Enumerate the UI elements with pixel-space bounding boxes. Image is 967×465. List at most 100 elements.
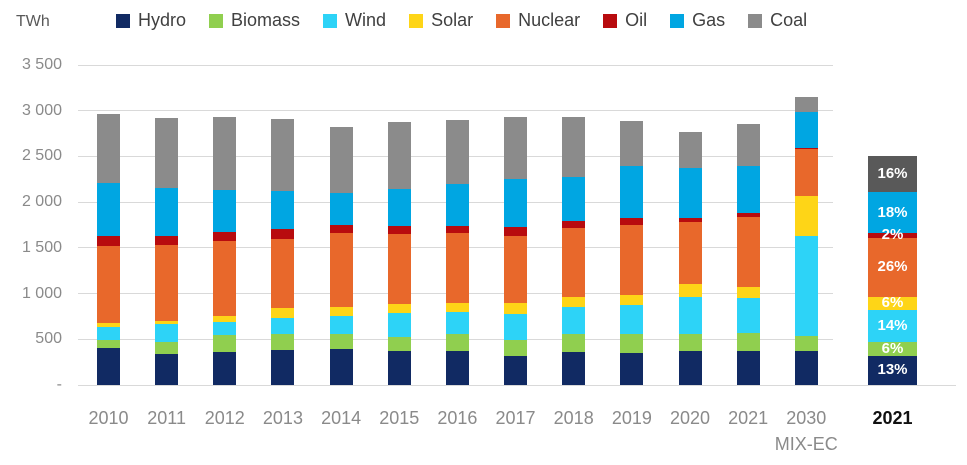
- bar-segment-2020-oil: [678, 218, 702, 223]
- bar-segment-2010-oil: [97, 236, 120, 247]
- bar-segment-2019-solar: [620, 294, 644, 305]
- bar-segment-2013-gas: [271, 190, 295, 230]
- percent-label-coal: 16%: [877, 165, 908, 183]
- legend-swatch-coal: [748, 13, 763, 28]
- percent-label-gas: 18%: [877, 203, 908, 221]
- legend-swatch-gas: [670, 13, 685, 28]
- bar-segment-2030-solar: [794, 195, 818, 236]
- y-axis-unit-label: TWh: [16, 13, 50, 30]
- bar-segment-2014-coal: [329, 126, 353, 193]
- bar-segment-2020-coal: [678, 132, 702, 168]
- legend-label: Nuclear: [518, 10, 581, 30]
- bar-segment-2021-hydro: [736, 351, 760, 385]
- y-tick-label: 3 500: [21, 56, 62, 73]
- legend-label: Hydro: [138, 10, 187, 30]
- legend-swatch-wind: [323, 13, 338, 28]
- y-tick-label: 1 500: [21, 238, 62, 256]
- bar-segment-2016-oil: [445, 225, 469, 234]
- bar-segment-2030-oil: [794, 148, 818, 150]
- bar-segment-2018-coal: [562, 117, 586, 177]
- bar-segment-2011-biomass: [155, 341, 179, 354]
- bar-segment-2030-biomass: [794, 336, 818, 351]
- bar-segment-2017-gas: [504, 179, 528, 228]
- x-axis-label-2013: 2013: [262, 408, 303, 428]
- x-axis-label-2020: 2020: [669, 408, 711, 428]
- bar-segment-2015-coal: [387, 121, 411, 190]
- percent-segment-wind: [868, 310, 917, 342]
- bar-segment-2014-biomass: [329, 334, 353, 350]
- bar-segment-2019-coal: [620, 120, 644, 166]
- x-axis-label-2012: 2012: [204, 408, 245, 428]
- bar-segment-2030-gas: [794, 111, 818, 149]
- bar-segment-2021-oil: [736, 212, 760, 218]
- y-tick-label: 1 000: [21, 284, 62, 302]
- legend-label: Oil: [625, 10, 648, 30]
- bar-segment-2017-hydro: [504, 355, 528, 385]
- bar-segment-2020-gas: [678, 167, 702, 219]
- x-axis-label-2014: 2014: [321, 408, 362, 428]
- x-axis-label-2011: 2011: [147, 408, 186, 428]
- bar-segment-2014-hydro: [329, 349, 353, 385]
- bar-segment-2016-coal: [445, 120, 469, 184]
- legend-label: Gas: [692, 10, 726, 30]
- percent-segment-oil: [868, 233, 917, 238]
- bar-segment-2014-gas: [329, 192, 353, 225]
- bar-segment-2014-solar: [329, 306, 353, 316]
- percent-label-biomass: 6%: [881, 339, 904, 357]
- bar-segment-2012-coal: [213, 117, 237, 191]
- legend-swatch-nuclear: [496, 13, 511, 28]
- bar-segment-2016-nuclear: [445, 233, 469, 304]
- percent-segment-solar: [868, 296, 917, 311]
- bar-segment-2030-wind: [794, 235, 818, 337]
- legend-item-solar: Solar: [409, 10, 473, 31]
- bar-segment-2015-wind: [387, 313, 411, 337]
- bar-segment-2012-nuclear: [213, 241, 237, 316]
- percent-label-oil: 2%: [881, 226, 904, 244]
- bar-segment-2016-solar: [445, 303, 469, 313]
- bar-segment-2012-wind: [213, 322, 237, 335]
- legend-label: Coal: [770, 10, 808, 30]
- percent-label-hydro: 13%: [877, 361, 908, 379]
- bar-segment-2021-biomass: [736, 333, 760, 352]
- percent-segment-gas: [868, 192, 917, 234]
- bar-segment-2016-wind: [445, 312, 469, 335]
- gridline-3000: [78, 110, 833, 112]
- bar-segment-2019-gas: [620, 165, 644, 219]
- bar-segment-2016-gas: [445, 183, 469, 226]
- x-axis-label-2010: 2010: [88, 408, 129, 428]
- percent-segment-nuclear: [868, 237, 917, 297]
- bar-segment-2011-oil: [155, 235, 179, 246]
- bar-segment-2018-wind: [562, 306, 586, 335]
- legend-label: Biomass: [231, 10, 301, 30]
- bar-segment-2012-solar: [213, 315, 237, 323]
- bar-segment-2015-gas: [387, 189, 411, 226]
- percent-label-wind: 14%: [877, 317, 908, 335]
- legend-item-nuclear: Nuclear: [496, 10, 580, 31]
- x-axis-label-2015: 2015: [379, 408, 420, 428]
- percent-label-solar: 6%: [881, 294, 904, 312]
- bar-segment-2017-nuclear: [504, 235, 528, 304]
- legend-swatch-biomass: [209, 13, 224, 28]
- bar-segment-2010-wind: [97, 326, 120, 341]
- bar-segment-2010-coal: [97, 113, 120, 183]
- bar-segment-2011-coal: [155, 117, 179, 188]
- percent-segment-hydro: [868, 355, 917, 385]
- bar-segment-2013-wind: [271, 318, 295, 335]
- bar-segment-2019-nuclear: [620, 225, 644, 295]
- bar-segment-2010-hydro: [97, 348, 120, 385]
- bar-segment-2019-hydro: [620, 352, 644, 385]
- bar-segment-2018-solar: [562, 296, 586, 307]
- bar-segment-2010-nuclear: [97, 246, 120, 324]
- y-tick-label: -: [56, 376, 62, 393]
- bar-segment-2020-biomass: [678, 334, 702, 352]
- bar-segment-2014-oil: [329, 225, 353, 234]
- legend-label: Solar: [431, 10, 474, 30]
- bar-segment-2012-hydro: [213, 351, 237, 385]
- chart-legend: Hydro Biomass Wind Solar Nuclear Oil Gas Coal: [116, 10, 807, 31]
- bar-segment-2020-solar: [678, 284, 702, 297]
- bar-segment-2018-nuclear: [562, 227, 586, 297]
- bar-segment-2016-hydro: [445, 350, 469, 385]
- bar-segment-2012-biomass: [213, 334, 237, 352]
- bar-segment-2012-oil: [213, 232, 237, 242]
- bar-segment-2021-wind: [736, 298, 760, 334]
